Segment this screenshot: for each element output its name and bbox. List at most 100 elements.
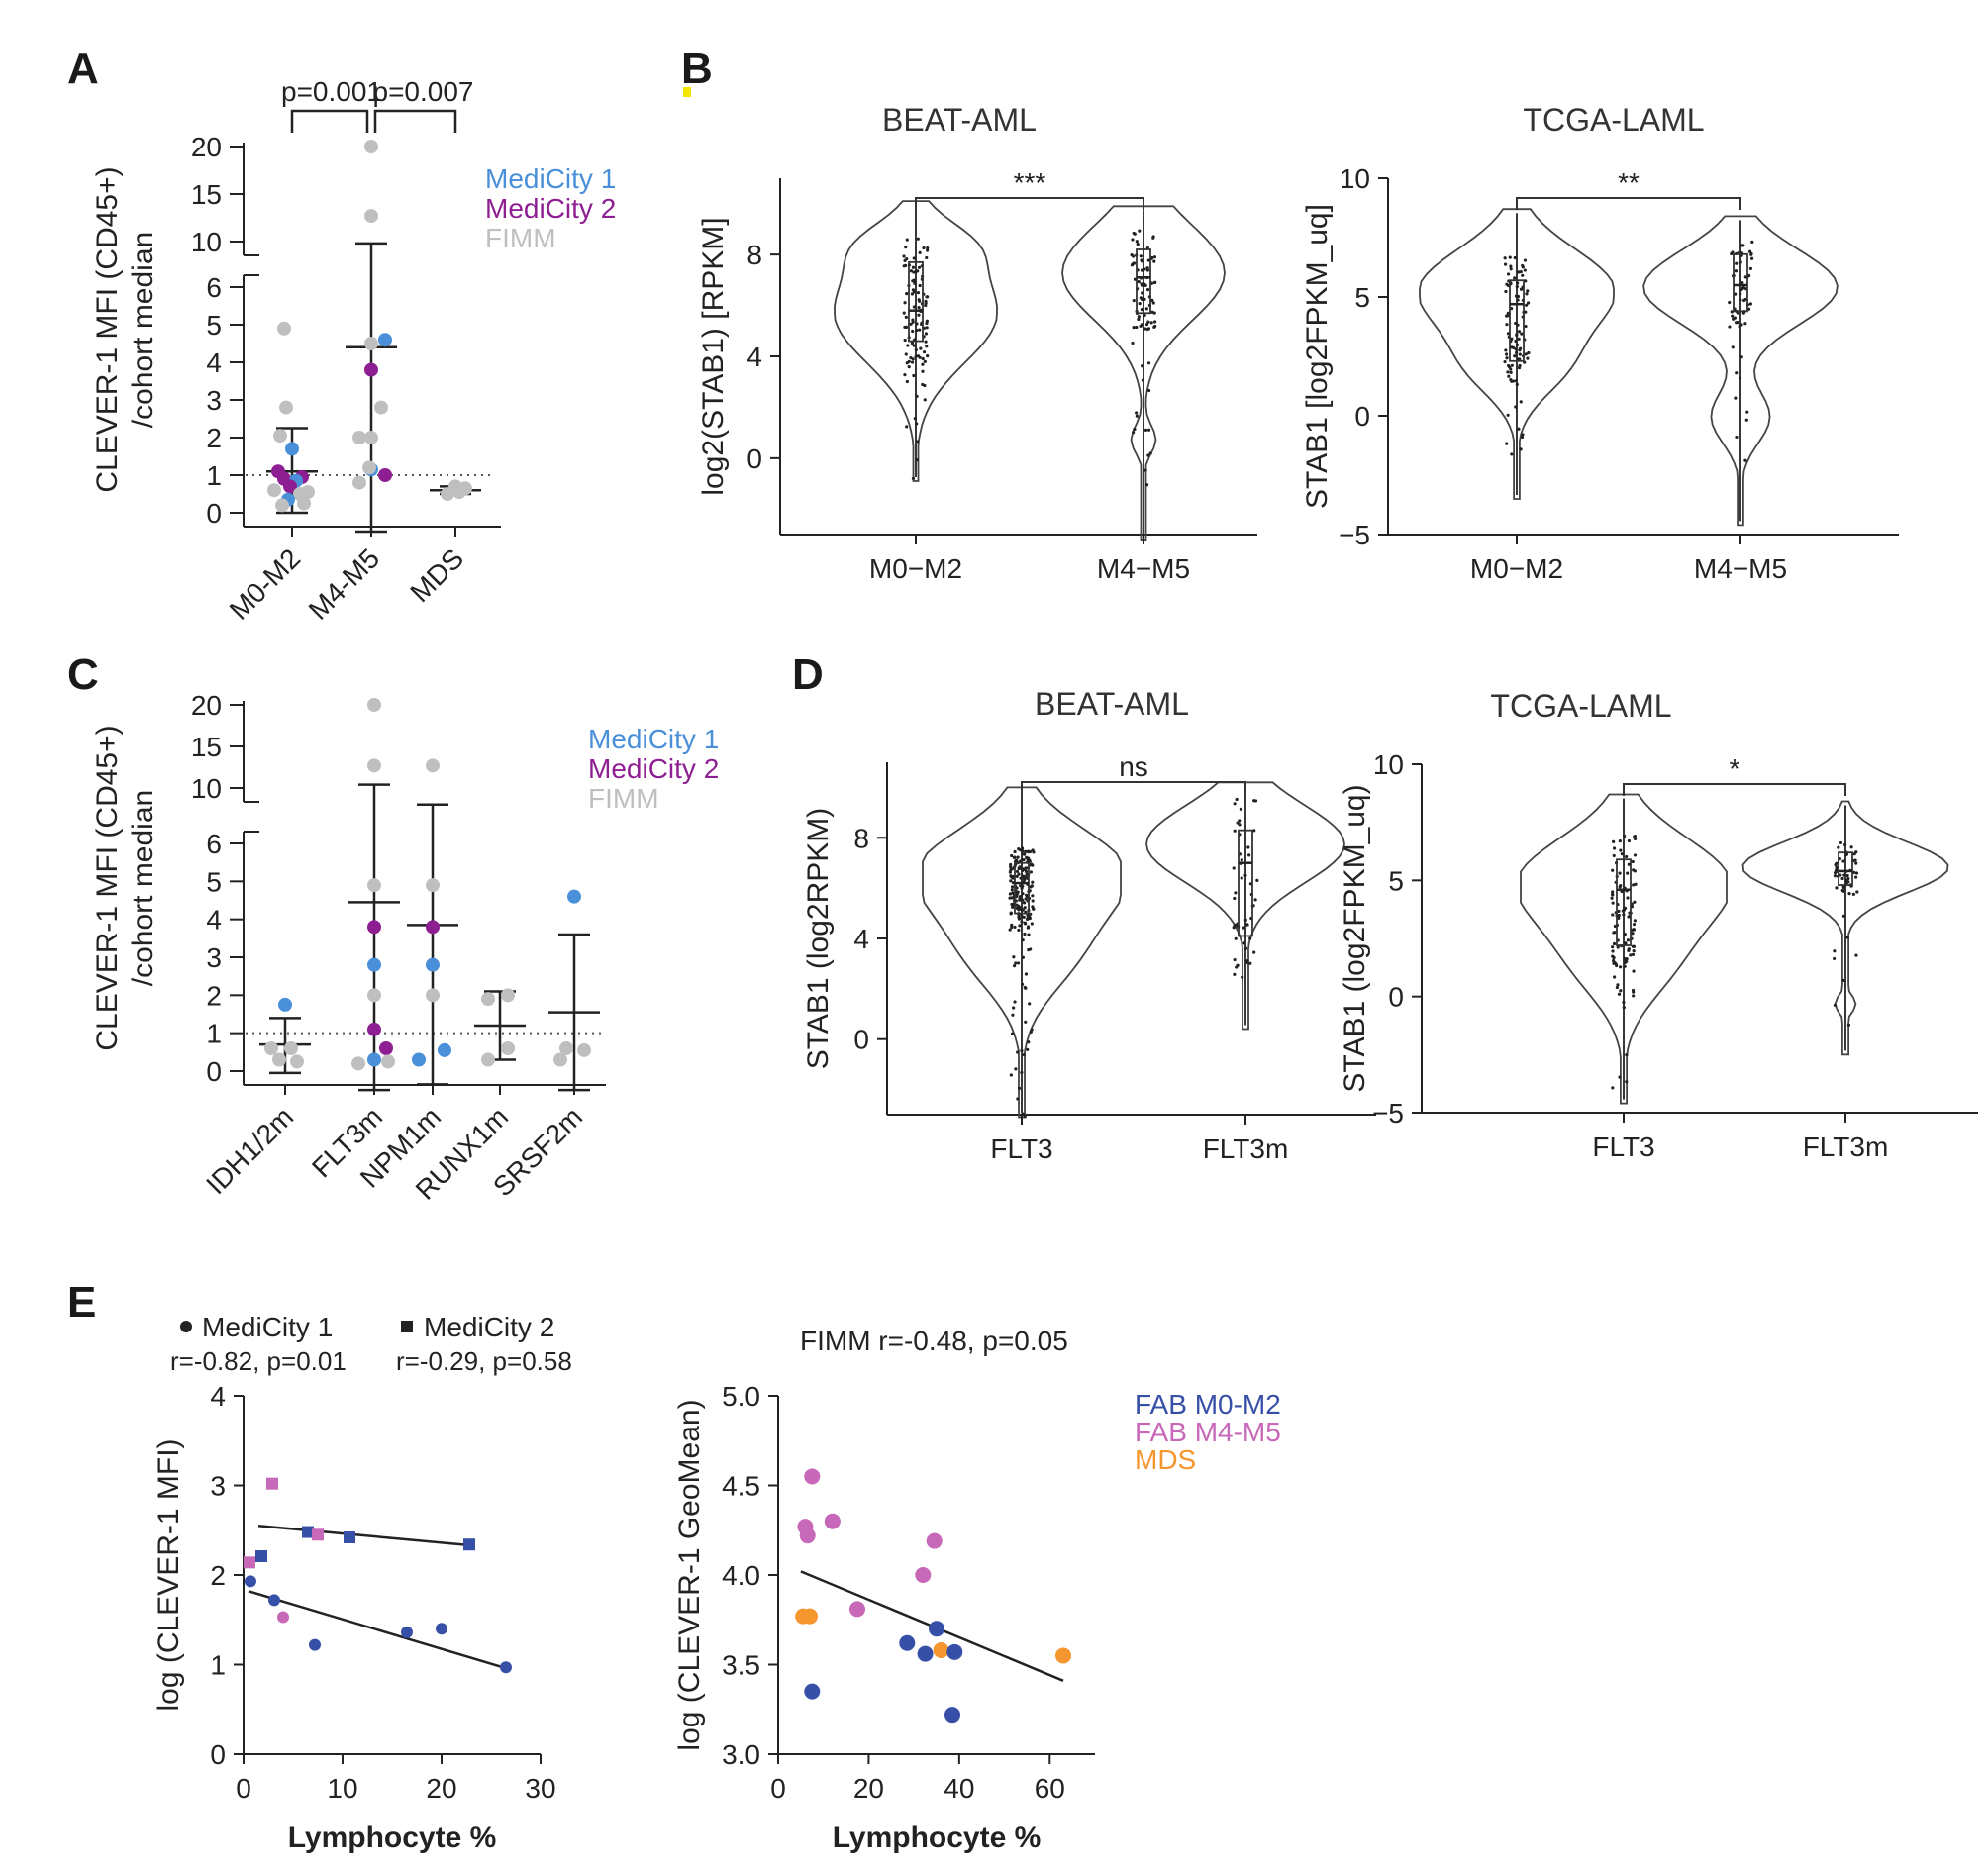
violin-data-point: [910, 342, 915, 345]
violin-data-point: [1505, 323, 1509, 327]
x-tick-label: 40: [944, 1773, 974, 1804]
violin-data-point: [917, 298, 921, 302]
violin-data-point: [1150, 255, 1154, 260]
data-point-fab_m0m2: [944, 1707, 960, 1724]
violin-data-point: [909, 355, 913, 360]
violin-data-point: [1521, 265, 1525, 269]
data-point-fimm: [501, 1041, 515, 1055]
violin-data-point: [1510, 452, 1514, 456]
data-point-square-fab_m0m2: [302, 1526, 314, 1538]
violin-data-point: [1627, 948, 1631, 952]
violin-data-point: [1633, 834, 1637, 838]
violin-data-point: [1246, 845, 1250, 849]
violin-data-point: [904, 246, 908, 249]
chart-title: TCGA-LAML: [1490, 688, 1671, 724]
violin-data-point: [905, 361, 909, 365]
y-axis-label: log (CLEVER-1 MFI): [152, 1438, 185, 1711]
violin-shape: [1419, 208, 1615, 500]
violin-data-point: [903, 338, 907, 343]
violin-data-point: [1839, 873, 1842, 877]
violin-data-point: [1143, 428, 1148, 432]
violin-data-point: [1010, 896, 1014, 900]
violin-data-point: [1138, 301, 1142, 306]
data-point-fab_m0m2: [401, 1626, 413, 1638]
violin-data-point: [911, 279, 915, 283]
violin-data-point: [1745, 410, 1749, 414]
violin-data-point: [1846, 880, 1850, 884]
violin-data-point: [905, 238, 909, 242]
violin-data-point: [904, 352, 908, 356]
significance-bracket: [290, 109, 369, 133]
violin-data-point: [1145, 327, 1149, 332]
x-tick-label: 20: [426, 1773, 456, 1804]
violin-data-point: [1524, 324, 1528, 329]
violin-data-point: [1016, 1097, 1020, 1101]
violin-data-point: [1016, 855, 1020, 859]
y-tick-label: 6: [206, 829, 222, 859]
violin-data-point: [1137, 317, 1141, 322]
panel-letter-E: E: [67, 1278, 96, 1327]
violin-data-point: [1627, 915, 1631, 919]
violin-data-point: [1629, 953, 1633, 957]
violin-data-point: [1740, 280, 1744, 285]
violin-data-point: [1747, 249, 1752, 253]
legend-entry: FAB M0-M2: [1135, 1389, 1281, 1420]
violin-data-point: [1235, 965, 1239, 969]
violin-data-point: [1010, 867, 1014, 871]
y-axis-label: log2(STAB1) [RPKM]: [697, 217, 730, 495]
violin-data-point: [1011, 1013, 1015, 1017]
violin-data-point: [1509, 267, 1513, 271]
box-iqr: [1014, 861, 1030, 915]
data-point-fimm: [364, 140, 378, 153]
data-point-mds: [1055, 1647, 1071, 1664]
violin-data-point: [1234, 936, 1238, 940]
y-tick-label: 4: [210, 1381, 226, 1412]
legend-entry: FIMM: [485, 223, 556, 253]
violin-data-point: [1503, 256, 1507, 260]
violin-data-point: [1235, 797, 1239, 802]
x-tick-label: 0: [236, 1773, 251, 1804]
x-tick-label: 20: [853, 1773, 884, 1804]
data-point-fimm: [481, 992, 495, 1007]
data-point-fab_m0m2: [946, 1643, 963, 1660]
data-point-fab_m0m2: [899, 1634, 916, 1651]
violin-data-point: [902, 264, 906, 268]
x-tick-label: 60: [1035, 1773, 1065, 1804]
violin-data-point: [1748, 266, 1753, 270]
violin-data-point: [1233, 924, 1237, 928]
violin-data-point: [1023, 852, 1027, 856]
y-tick-label: 20: [191, 132, 222, 162]
violin-data-point: [1508, 365, 1512, 369]
violin-data-point: [904, 315, 908, 319]
violin-data-point: [1026, 1047, 1030, 1051]
data-point-mds: [802, 1608, 818, 1625]
violin-data-point: [1526, 356, 1530, 360]
y-tick-label: 0: [1388, 982, 1404, 1013]
y-axis-label: CLEVER-1 MFI (CD45+): [91, 166, 124, 492]
violin-data-point: [1012, 964, 1017, 968]
violin-data-point: [1009, 874, 1013, 878]
y-tick-label: 3: [206, 385, 222, 416]
violin-data-point: [1015, 886, 1019, 890]
data-point-fimm: [441, 487, 454, 501]
violin-data-point: [1511, 379, 1516, 383]
violin-data-point: [1508, 255, 1512, 259]
x-tick-label: 30: [525, 1773, 555, 1804]
violin-data-point: [1024, 849, 1028, 853]
y-tick-label: 5: [1388, 865, 1404, 896]
violin-data-point: [1524, 279, 1528, 283]
data-point-medicity1: [438, 1042, 451, 1057]
violin-data-point: [1247, 853, 1251, 857]
violin-data-point: [1150, 298, 1154, 302]
violin-data-point: [1735, 371, 1739, 375]
chart-title: BEAT-AML: [1035, 686, 1189, 722]
violin-data-point: [1626, 938, 1631, 942]
violin-data-point: [1013, 1000, 1017, 1004]
violin-data-point: [1524, 310, 1528, 314]
significance-bracket: [1623, 783, 1846, 796]
violin-data-point: [1138, 229, 1142, 233]
violin-data-point: [924, 332, 929, 336]
y-tick-label: 8: [853, 823, 869, 853]
violin-data-point: [1023, 1115, 1027, 1119]
violin-data-point: [1610, 892, 1615, 897]
